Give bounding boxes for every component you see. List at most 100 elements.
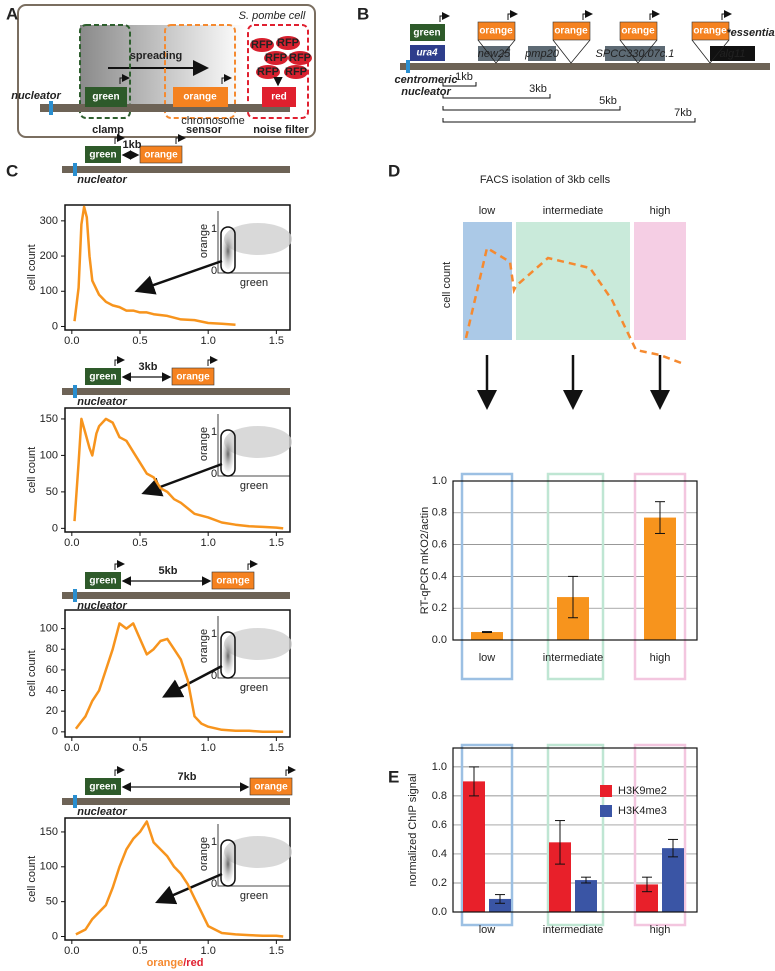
panel-label: D	[388, 161, 400, 180]
scale-bar	[442, 106, 621, 111]
y-axis-label: cell count	[26, 856, 38, 902]
promoter	[247, 560, 258, 570]
promoter	[582, 10, 593, 20]
inset-x-label: green	[240, 480, 268, 492]
x-tick-label: 1.5	[269, 537, 284, 549]
category-box	[633, 472, 687, 681]
spreading-label: spreading	[130, 50, 183, 62]
rfp	[288, 51, 312, 65]
clamp-label: clamp	[92, 124, 124, 136]
x-tick-label: low	[479, 924, 496, 936]
orange-gene	[477, 21, 516, 41]
inset-cloud	[224, 426, 292, 458]
inset-tick: 1	[211, 836, 217, 848]
rfp	[264, 51, 288, 65]
y-tick-label: 0.0	[432, 906, 447, 918]
promoter	[119, 74, 130, 84]
gene-label: orange	[621, 26, 655, 37]
bar	[575, 880, 597, 912]
gene-label: pmp20	[524, 48, 560, 60]
filter-label: noise filter	[253, 124, 309, 136]
sensor-label: sensor	[186, 124, 223, 136]
nucleator-mark	[73, 385, 77, 398]
orange-gene	[171, 367, 215, 386]
chromosome	[40, 104, 290, 112]
chromosome	[62, 166, 290, 173]
green-gene	[410, 24, 445, 41]
y-tick-label: 0	[52, 726, 58, 738]
x-tick-label: 1.0	[201, 537, 216, 549]
promoter	[114, 560, 125, 570]
gene-label: red	[271, 92, 287, 103]
nucleator-label: nucleator	[77, 174, 127, 186]
cell-label: S. pombe cell	[239, 10, 306, 22]
gene-label: ura4	[416, 48, 438, 59]
green-gene	[85, 368, 121, 385]
y-tick-label: 0.6	[432, 819, 447, 831]
y-axis-label: cell count	[26, 244, 38, 290]
y-tick-label: 1.0	[432, 475, 447, 487]
y-tick-label: 200	[40, 250, 58, 262]
schematic-curve	[464, 246, 685, 366]
inset-tick: 0	[211, 468, 217, 480]
inset-cloud	[224, 836, 292, 868]
y-tick-label: 0.2	[432, 877, 447, 889]
insertion	[619, 39, 658, 64]
inset-gate-cloud	[222, 638, 234, 674]
nucleator-label: centromeric	[395, 74, 458, 86]
orange-gene	[173, 87, 228, 107]
inset-cloud	[224, 628, 292, 660]
gate-band	[634, 222, 686, 340]
y-tick-label: 0	[52, 320, 58, 332]
x-tick-label: intermediate	[543, 924, 604, 936]
nucleator-label: nucleator	[77, 396, 127, 408]
ura4-gene	[410, 45, 445, 61]
rfp-label: RFP	[289, 52, 311, 64]
green-gene	[85, 572, 121, 589]
bar	[549, 842, 571, 912]
y-axis-label: RT-qPCR mKO2/actin	[419, 507, 431, 614]
scale-bar	[442, 82, 477, 87]
bar	[489, 898, 511, 912]
x-tick-label: 1.0	[201, 335, 216, 347]
nucleator-mark	[73, 163, 77, 176]
inset-tick: 0	[211, 265, 217, 277]
inset-y-label: orange	[198, 629, 210, 663]
inset-tick: 0	[211, 878, 217, 890]
gate-label: intermediate	[543, 205, 604, 217]
orange-gene	[552, 21, 591, 41]
gate-label: low	[479, 205, 496, 217]
y-tick-label: 0.4	[432, 570, 447, 582]
histogram-line	[73, 205, 236, 326]
gate-band	[516, 222, 630, 340]
clamp-box	[79, 24, 131, 119]
x-tick-label: 1.0	[201, 742, 216, 754]
inset-tick: 1	[211, 426, 217, 438]
promoter	[285, 766, 296, 776]
orange-gene	[211, 571, 255, 590]
y-axis-label: cell count	[26, 650, 38, 696]
gene	[528, 46, 556, 61]
gene-label: orange	[479, 26, 513, 37]
y-tick-label: 150	[40, 826, 58, 838]
gene-label: alg11	[719, 48, 745, 60]
x-tick-label: intermediate	[543, 652, 604, 664]
chromosome	[62, 798, 290, 805]
x-tick-label: 1.0	[201, 945, 216, 957]
gene-label: green	[89, 782, 116, 793]
x-tick-label: 0.0	[64, 945, 79, 957]
arrow	[155, 872, 223, 905]
inset-tick: 0	[211, 670, 217, 682]
y-tick-label: 0.0	[432, 634, 447, 646]
gene-label: green	[89, 372, 116, 383]
gene-label: orange	[176, 372, 210, 383]
y-tick-label: 0	[52, 930, 58, 942]
y-tick-label: 40	[46, 684, 58, 696]
y-tick-label: 60	[46, 664, 58, 676]
nucleator-label: nucleator	[77, 600, 127, 612]
x-axis-label-part: orange	[147, 957, 184, 969]
chromosome	[400, 63, 770, 70]
insertion	[477, 39, 516, 64]
bar	[471, 632, 503, 640]
legend-label: H3K9me2	[618, 785, 667, 797]
